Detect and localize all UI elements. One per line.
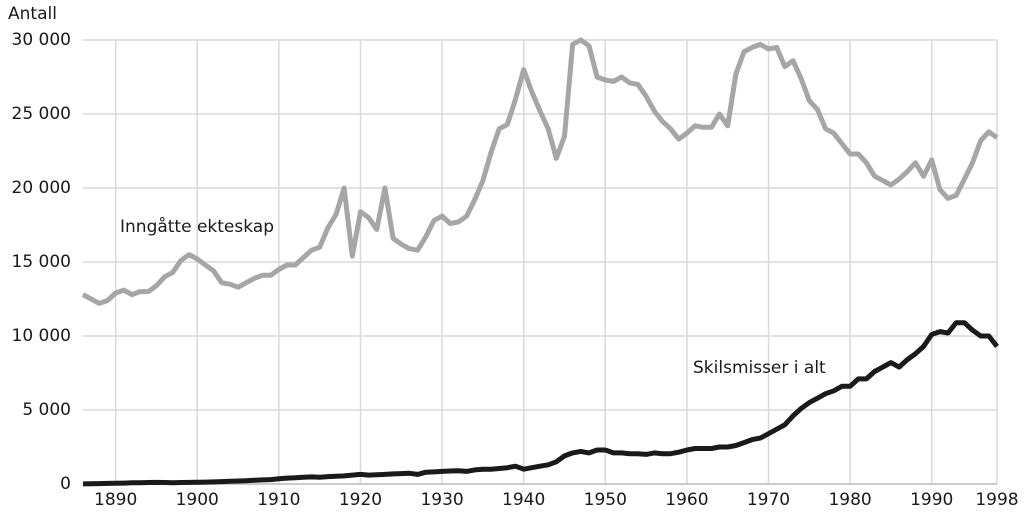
plot: 0 5 000 10 000 15 000 20 000 25 000 30 000 1890… [12, 30, 1019, 510]
y-tick-label: 15 000 [12, 252, 71, 272]
x-tick-label: 1980 [828, 490, 871, 510]
y-tick-label: 30 000 [12, 30, 71, 50]
x-tick-label: 1990 [910, 490, 953, 510]
x-tick-label: 1910 [257, 490, 300, 510]
x-tick-label: 1970 [747, 490, 790, 510]
x-tick-label: 1890 [94, 490, 137, 510]
x-tick-label: 1950 [584, 490, 627, 510]
y-tick-label: 25 000 [12, 104, 71, 124]
y-tick-label: 0 [60, 474, 71, 494]
x-tick-label: 1960 [665, 490, 708, 510]
series-label: Inngåtte ekteskap [120, 216, 274, 237]
y-tick-label: 10 000 [12, 326, 71, 346]
x-tick-label: 1920 [339, 490, 382, 510]
x-tick-label: 1998 [975, 490, 1018, 510]
series-line [82, 320, 999, 487]
series-line [81, 37, 999, 306]
y-tick-label: 20 000 [12, 178, 71, 198]
x-tick-label: 1900 [176, 490, 219, 510]
series-label: Skilsmisser i alt [693, 358, 826, 378]
y-tick-label: 5 000 [22, 400, 71, 420]
y-axis-label: Antall [8, 4, 57, 24]
x-tick-label: 1940 [502, 490, 545, 510]
x-tick-label: 1930 [420, 490, 463, 510]
